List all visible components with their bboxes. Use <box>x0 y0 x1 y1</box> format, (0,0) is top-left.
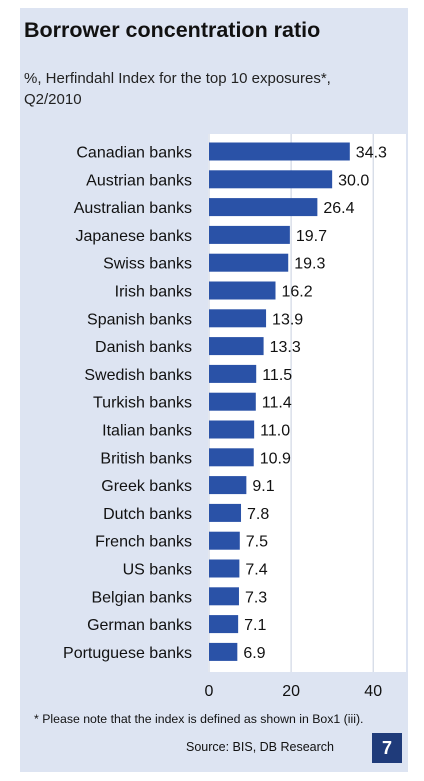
bar <box>209 531 240 550</box>
bar <box>209 642 238 661</box>
category-label: Turkish banks <box>93 395 192 412</box>
value-label: 7.4 <box>245 562 267 579</box>
category-label: Austrian banks <box>86 172 192 189</box>
category-label: Dutch banks <box>103 506 192 523</box>
category-label: Greek banks <box>101 478 192 495</box>
bar <box>209 364 257 383</box>
bar <box>209 337 264 356</box>
bar <box>209 142 350 161</box>
category-label: French banks <box>95 534 192 551</box>
value-label: 9.1 <box>252 478 274 495</box>
bar <box>209 170 333 189</box>
bar <box>209 225 290 244</box>
value-label: 13.3 <box>270 339 301 356</box>
footnote: * Please note that the index is defined … <box>34 712 364 726</box>
bar <box>209 309 267 328</box>
category-label: Italian banks <box>102 423 192 440</box>
value-label: 30.0 <box>338 172 369 189</box>
category-label: Canadian banks <box>76 145 192 162</box>
bar <box>209 476 247 495</box>
bar <box>209 253 289 272</box>
value-label: 7.8 <box>247 506 269 523</box>
bar <box>209 420 255 439</box>
category-label: Belgian banks <box>91 589 192 606</box>
value-label: 26.4 <box>323 200 354 217</box>
bar <box>209 615 239 634</box>
bar <box>209 198 318 217</box>
category-label: German banks <box>87 617 192 634</box>
source-note: Source: BIS, DB Research <box>186 740 334 754</box>
bar <box>209 448 254 467</box>
value-label: 34.3 <box>356 145 387 162</box>
value-label: 11.4 <box>262 395 292 412</box>
category-label: Japanese banks <box>75 228 192 245</box>
bar <box>209 559 240 578</box>
category-label: Irish banks <box>115 284 192 301</box>
bar <box>209 587 239 606</box>
bar <box>209 281 276 300</box>
page-number-badge: 7 <box>372 733 402 763</box>
bar <box>209 392 256 411</box>
category-label: Swiss banks <box>103 256 192 273</box>
tick-label: 40 <box>364 683 382 700</box>
value-label: 11.5 <box>262 367 292 384</box>
value-label: 10.9 <box>260 450 291 467</box>
category-label: Swedish banks <box>84 367 192 384</box>
value-label: 19.7 <box>296 228 327 245</box>
value-label: 13.9 <box>272 311 303 328</box>
tick-label: 20 <box>282 683 300 700</box>
value-label: 7.1 <box>244 617 266 634</box>
category-label: Australian banks <box>74 200 192 217</box>
value-label: 19.3 <box>294 256 325 273</box>
category-label: Spanish banks <box>87 311 192 328</box>
category-label: Portuguese banks <box>63 645 192 662</box>
category-label: Danish banks <box>95 339 192 356</box>
category-label: US banks <box>123 562 192 579</box>
value-label: 6.9 <box>243 645 265 662</box>
chart-title: Borrower concentration ratio <box>24 18 321 42</box>
value-label: 7.3 <box>245 589 267 606</box>
value-label: 16.2 <box>282 284 313 301</box>
bar <box>209 503 242 522</box>
chart-subtitle: %, Herfindahl Index for the top 10 expos… <box>24 70 331 108</box>
tick-label: 0 <box>205 683 214 700</box>
category-label: British banks <box>100 450 192 467</box>
value-label: 11.0 <box>260 423 290 440</box>
value-label: 7.5 <box>246 534 268 551</box>
